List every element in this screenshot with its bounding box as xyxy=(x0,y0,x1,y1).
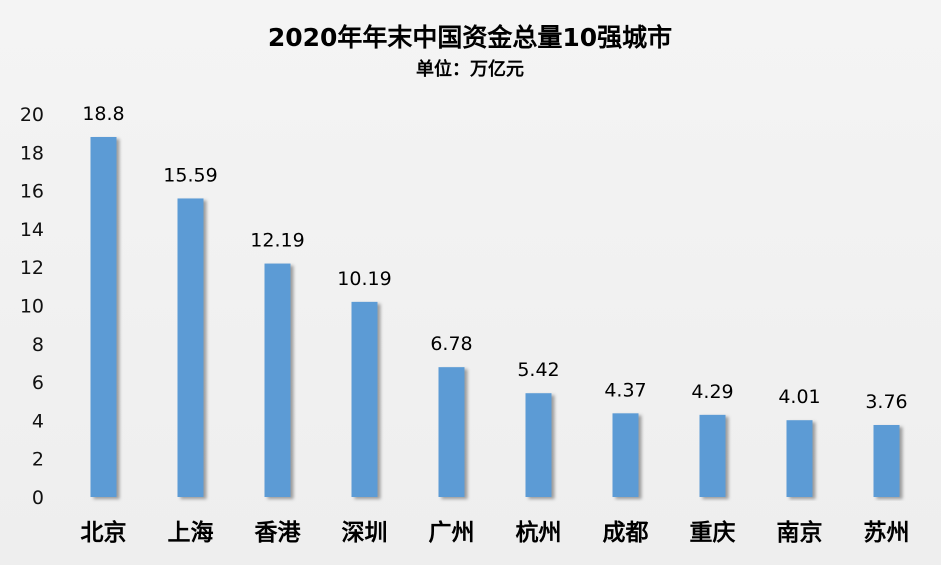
bar-杭州 xyxy=(525,393,552,497)
y-axis: 0 2 4 6 8 10 12 14 16 18 20 xyxy=(20,104,44,509)
data-label: 15.59 xyxy=(163,164,217,186)
y-tick-label: 14 xyxy=(20,219,44,241)
y-tick-label: 12 xyxy=(20,257,44,279)
y-tick-label: 4 xyxy=(32,410,44,432)
y-tick-label: 18 xyxy=(20,142,44,164)
data-label: 18.8 xyxy=(82,103,124,125)
x-tick-label: 成都 xyxy=(603,520,649,546)
y-tick-label: 0 xyxy=(32,487,44,509)
bar-苏州 xyxy=(873,424,900,497)
y-tick-label: 16 xyxy=(20,181,44,203)
bar-香港 xyxy=(264,263,291,497)
bar-成都 xyxy=(612,413,639,497)
data-labels: 18.8 15.59 12.19 10.19 6.78 5.42 4.37 4.29 4.01 3… xyxy=(82,103,907,413)
y-tick-label: 2 xyxy=(32,449,44,471)
y-tick-label: 20 xyxy=(20,104,44,126)
data-label: 5.42 xyxy=(517,359,559,381)
x-tick-label: 北京 xyxy=(81,519,127,546)
x-tick-label: 杭州 xyxy=(516,519,562,546)
data-label: 4.37 xyxy=(604,379,646,401)
x-axis: 北京 上海 香港 深圳 广州 杭州 成都 重庆 南京 苏州 xyxy=(81,519,910,546)
bar-重庆 xyxy=(699,414,726,497)
chart-title: 2020年年末中国资金总量10强城市 xyxy=(268,23,672,52)
data-label: 3.76 xyxy=(865,391,907,413)
x-tick-label: 南京 xyxy=(777,519,823,546)
x-tick-label: 重庆 xyxy=(690,519,736,546)
y-tick-label: 6 xyxy=(32,372,44,394)
bar-广州 xyxy=(438,367,465,497)
data-label: 6.78 xyxy=(430,333,472,355)
y-tick-label: 10 xyxy=(20,296,44,318)
x-tick-label: 香港 xyxy=(255,520,302,546)
bar-北京 xyxy=(90,136,117,498)
bar-南京 xyxy=(786,420,813,497)
y-tick-label: 8 xyxy=(32,334,44,356)
data-label: 4.01 xyxy=(778,386,820,408)
x-tick-label: 深圳 xyxy=(342,520,388,546)
bar-深圳 xyxy=(351,301,378,497)
x-tick-label: 广州 xyxy=(429,519,475,546)
data-label: 12.19 xyxy=(250,230,304,252)
bar-series xyxy=(90,136,900,498)
x-tick-label: 上海 xyxy=(168,519,214,546)
chart-subtitle: 单位：万亿元 xyxy=(416,58,524,80)
x-tick-label: 苏州 xyxy=(864,520,910,546)
data-label: 4.29 xyxy=(691,381,733,403)
data-label: 10.19 xyxy=(337,268,391,290)
bar-上海 xyxy=(177,198,204,497)
